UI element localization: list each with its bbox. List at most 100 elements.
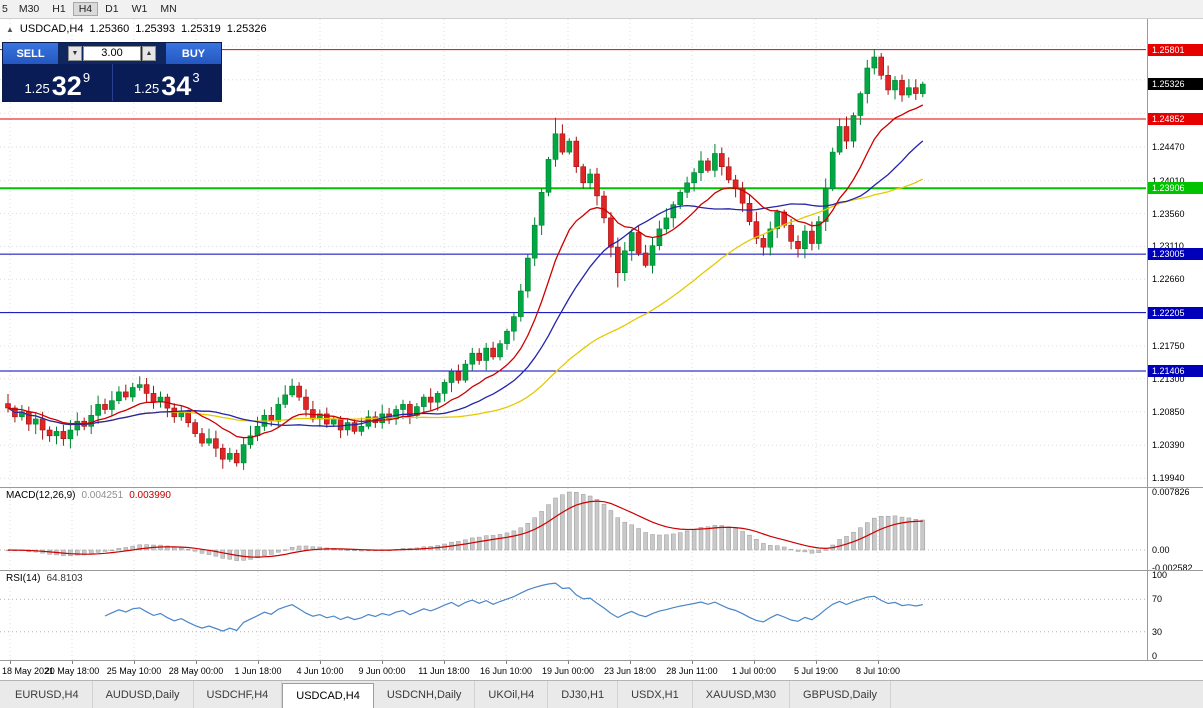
time-axis-label: 18 May 2021	[2, 666, 55, 676]
time-tick	[134, 661, 135, 664]
timeframe-button-mn[interactable]: MN	[160, 3, 177, 15]
level-price-label: 1.21406	[1148, 365, 1203, 378]
price-axis-label: 1.20850	[1152, 406, 1185, 417]
timeframe-button-d1[interactable]: D1	[105, 3, 119, 15]
time-tick	[506, 661, 507, 664]
price-axis-label: 1.21300	[1152, 373, 1185, 384]
level-price-label: 1.22205	[1148, 306, 1203, 319]
time-axis-label: 9 Jun 00:00	[358, 666, 406, 676]
price-axis-label: 1.23110	[1152, 241, 1184, 252]
volume-increase-button[interactable]: ▲	[142, 46, 156, 61]
ask-price-prefix: 1.25	[133, 81, 160, 96]
time-axis-label: 1 Jul 00:00	[731, 666, 777, 676]
price-chart-canvas[interactable]	[0, 19, 1146, 487]
chart-tab-usdchf[interactable]: USDCHF,H4	[194, 681, 283, 708]
timeframe-toolbar: 5 M30 H1 H4 D1 W1 MN	[0, 0, 1203, 19]
time-tick	[444, 661, 445, 664]
time-axis-label: 28 Jun 11:00	[666, 666, 718, 676]
time-axis-label: 28 May 00:00	[168, 666, 224, 676]
timeframe-button-partial[interactable]: 5	[2, 3, 8, 15]
level-price-label: 1.23906	[1148, 182, 1203, 195]
rsi-indicator-canvas[interactable]	[0, 571, 1146, 660]
ask-price-pips: 34	[161, 71, 192, 102]
time-tick	[10, 661, 11, 664]
chart-tab-eurusd[interactable]: EURUSD,H4	[2, 681, 93, 708]
panel-separator	[0, 660, 1203, 661]
time-axis-label: 25 May 10:00	[106, 666, 162, 676]
rsi-axis-label: 70	[1152, 594, 1163, 605]
level-price-label: 1.25801	[1148, 43, 1203, 56]
chart-tab-gbpusd[interactable]: GBPUSD,Daily	[790, 681, 892, 708]
panel-separator[interactable]	[0, 487, 1203, 488]
time-tick	[754, 661, 755, 664]
volume-decrease-button[interactable]: ▼	[68, 46, 82, 61]
chart-marker-icon: ▲	[6, 24, 14, 34]
volume-input[interactable]: 3.00	[83, 46, 141, 61]
time-tick	[258, 661, 259, 664]
price-axis-label: 1.20390	[1152, 440, 1185, 451]
price-axis-label: 1.19940	[1152, 473, 1185, 484]
bid-price[interactable]: 1.25 32 9	[3, 64, 113, 101]
macd-name: MACD(12,26,9)	[6, 490, 76, 501]
time-tick	[692, 661, 693, 664]
price-axis-label: 1.23560	[1152, 208, 1185, 219]
bid-price-point: 9	[82, 70, 91, 85]
panel-separator[interactable]	[0, 570, 1203, 571]
bid-price-prefix: 1.25	[24, 81, 50, 96]
time-axis-label: 8 Jul 10:00	[855, 666, 901, 676]
one-click-trading-panel: SELL ▼ 3.00 ▲ BUY 1.25 32 9 1.25 34 3	[2, 42, 222, 102]
level-price-label: 1.24852	[1148, 113, 1203, 126]
time-axis[interactable]: 18 May 2021 20 May 18:00 25 May 10:00 28 Ma…	[0, 661, 1146, 679]
time-tick	[196, 661, 197, 664]
macd-main-value: 0.004251	[81, 490, 124, 501]
chart-tab-usdcnh[interactable]: USDCNH,Daily	[374, 681, 476, 708]
chart-tab-dj30[interactable]: DJ30,H1	[548, 681, 619, 708]
rsi-axis-label: 30	[1152, 626, 1163, 637]
time-tick	[816, 661, 817, 664]
rsi-axis-label: 100	[1152, 570, 1168, 580]
chart-tab-ukoil[interactable]: UKOil,H4	[475, 681, 549, 708]
chart-tab-usdcad[interactable]: USDCAD,H4	[282, 683, 374, 708]
chart-symbol: USDCAD,H4	[19, 23, 84, 35]
volume-control: ▼ 3.00 ▲	[58, 43, 166, 64]
sell-button[interactable]: SELL	[3, 43, 58, 64]
time-axis-label: 23 Jun 18:00	[603, 666, 657, 676]
time-axis-label: 1 Jun 18:00	[234, 666, 282, 676]
ohlc-open: 1.25360	[89, 23, 130, 35]
macd-indicator-canvas[interactable]	[0, 488, 1146, 570]
price-axis-label: 1.21750	[1152, 340, 1185, 351]
timeframe-button-h4[interactable]: H4	[72, 2, 99, 16]
rsi-name: RSI(14)	[6, 573, 41, 584]
time-tick	[72, 661, 73, 664]
time-axis-label: 4 Jun 10:00	[296, 666, 344, 676]
rsi-value: 64.8103	[46, 573, 83, 584]
time-tick	[568, 661, 569, 664]
price-axis-label: 1.24010	[1152, 175, 1185, 186]
buy-button[interactable]: BUY	[166, 43, 221, 64]
bid-price-pips: 32	[51, 71, 82, 102]
price-axis-label: 1.24470	[1152, 141, 1185, 152]
timeframe-button-h1[interactable]: H1	[52, 3, 66, 15]
timeframe-button-m30[interactable]: M30	[18, 3, 40, 15]
time-tick	[382, 661, 383, 664]
macd-axis-max: 0.007826	[1152, 487, 1190, 497]
time-tick	[878, 661, 879, 664]
chart-ohlc-title: ▲ USDCAD,H4 1.25360 1.25393 1.25319 1.25…	[6, 23, 267, 35]
ask-price[interactable]: 1.25 34 3	[113, 64, 222, 101]
level-price-label: 1.23005	[1148, 248, 1203, 261]
price-axis[interactable]: 1.24470 1.24010 1.23560 1.23110 1.22660 1.217…	[1147, 19, 1203, 661]
price-axis-label: 1.22660	[1152, 274, 1185, 285]
timeframe-button-w1[interactable]: W1	[131, 3, 148, 15]
chart-tab-audusd[interactable]: AUDUSD,Daily	[93, 681, 194, 708]
current-price-label: 1.25326	[1148, 78, 1203, 91]
rsi-title: RSI(14) 64.8103	[6, 573, 83, 584]
time-axis-label: 19 Jun 00:00	[541, 666, 595, 676]
ohlc-low: 1.25319	[181, 23, 221, 35]
time-axis-label: 16 Jun 10:00	[479, 666, 533, 676]
ask-price-point: 3	[192, 70, 200, 85]
chart-tab-usdx[interactable]: USDX,H1	[618, 681, 693, 708]
chart-tab-xauusd[interactable]: XAUUSD,M30	[693, 681, 791, 708]
time-tick	[630, 661, 631, 664]
ohlc-close: 1.25326	[226, 23, 267, 35]
